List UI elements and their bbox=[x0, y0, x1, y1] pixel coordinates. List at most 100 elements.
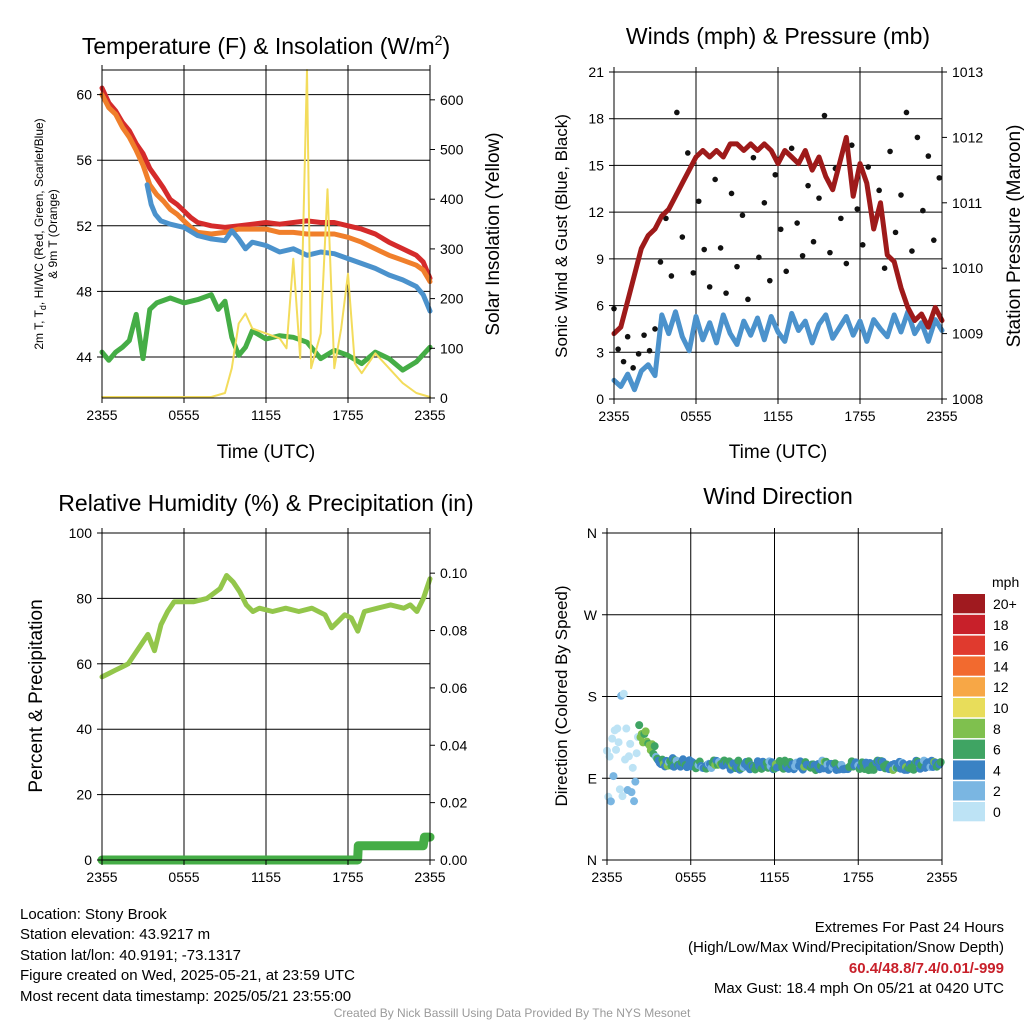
temperature-title: Temperature (F) & Insolation (W/m2) bbox=[82, 32, 450, 59]
direction-point bbox=[606, 797, 615, 806]
gust-point bbox=[777, 226, 784, 233]
direction-point bbox=[734, 756, 743, 765]
y-tick-label: 60 bbox=[76, 87, 92, 103]
x-tick-label: 1155 bbox=[763, 408, 793, 424]
gust-point bbox=[624, 333, 631, 340]
y-tick-label: 80 bbox=[76, 590, 92, 606]
credit-line: Created By Nick Bassill Using Data Provi… bbox=[333, 1006, 691, 1020]
y-tick-label: 44 bbox=[76, 349, 92, 365]
y-tick-label: 3 bbox=[596, 344, 604, 360]
direction-point bbox=[626, 739, 635, 748]
station-latlon: Station lat/lon: 40.9191; -73.1317 bbox=[20, 946, 242, 964]
temperature-ylabel-left-line1: 2m T, Td, HI/WC (Red, Green, Scarlet/Blu… bbox=[32, 118, 48, 349]
direction-ylabel-left: Direction (Colored By Speed) bbox=[552, 585, 571, 806]
humidity-title: Relative Humidity (%) & Precipitation (i… bbox=[58, 490, 473, 516]
direction-point bbox=[650, 742, 659, 751]
direction-point bbox=[618, 792, 627, 801]
humidity-ylabel-left: Percent & Precipitation bbox=[26, 599, 47, 792]
y-tick-label: 40 bbox=[76, 721, 92, 737]
direction-point bbox=[641, 727, 650, 736]
gust-point bbox=[750, 154, 757, 161]
legend-label: 18 bbox=[993, 617, 1009, 633]
gust-point bbox=[657, 259, 664, 265]
x-tick-label: 2355 bbox=[86, 869, 117, 885]
gust-point bbox=[887, 148, 893, 155]
y-tick-label: W bbox=[584, 607, 598, 623]
y-tick-label: 100 bbox=[69, 525, 93, 541]
legend-title: mph bbox=[992, 574, 1019, 590]
y2-tick-label: 1011 bbox=[952, 195, 982, 211]
y2-tick-label: 1012 bbox=[952, 129, 983, 145]
gust-point bbox=[914, 134, 921, 141]
y2-tick-label: 0.06 bbox=[440, 680, 467, 696]
gust-point bbox=[679, 234, 686, 240]
gust-point bbox=[728, 190, 735, 197]
gust-point bbox=[706, 284, 713, 290]
gust-point bbox=[920, 207, 926, 214]
legend-swatch bbox=[953, 614, 985, 635]
y-tick-label: 18 bbox=[588, 111, 604, 127]
x-tick-label: 2355 bbox=[414, 869, 445, 885]
winds-ylabel-right: Station Pressure (Maroon) bbox=[1004, 125, 1024, 348]
gust-point bbox=[734, 263, 740, 270]
y2-tick-label: 600 bbox=[440, 92, 464, 108]
gust-point bbox=[685, 150, 691, 156]
gust-point bbox=[712, 176, 718, 183]
winds-ylabel-left: Sonic Wind & Gust (Blue, Black) bbox=[552, 114, 571, 358]
direction-point bbox=[605, 752, 614, 761]
direction-point bbox=[619, 689, 628, 698]
y2-tick-label: 1013 bbox=[952, 64, 983, 80]
gust-point bbox=[663, 215, 669, 222]
y2-tick-label: 1008 bbox=[952, 391, 983, 407]
y2-tick-label: 0.10 bbox=[440, 565, 467, 581]
station-location: Location: Stony Brook bbox=[20, 906, 167, 923]
extremes-heading: Extremes For Past 24 Hours bbox=[814, 919, 1004, 936]
y-tick-label: 48 bbox=[76, 283, 92, 299]
y-tick-label: 52 bbox=[76, 218, 92, 234]
gust-point bbox=[843, 260, 850, 267]
direction-point bbox=[635, 721, 644, 730]
y-tick-label: 0 bbox=[596, 391, 604, 407]
gust-point bbox=[816, 195, 822, 201]
direction-point bbox=[628, 763, 637, 772]
gust-point bbox=[898, 192, 904, 198]
y-tick-label: N bbox=[587, 852, 597, 868]
x-tick-label: 2355 bbox=[86, 407, 117, 423]
direction-point bbox=[632, 749, 641, 758]
direction-point bbox=[622, 724, 631, 733]
series-line-2 bbox=[611, 134, 945, 337]
gust-point bbox=[936, 175, 943, 181]
gust-point bbox=[717, 245, 724, 251]
y-tick-label: S bbox=[588, 689, 597, 705]
winds-title: Winds (mph) & Pressure (mb) bbox=[626, 23, 930, 49]
x-tick-label: 1755 bbox=[332, 869, 363, 885]
station-info: Location: Stony Brook Station elevation:… bbox=[20, 905, 355, 1007]
legend-label: 16 bbox=[993, 638, 1009, 654]
x-tick-label: 2355 bbox=[591, 869, 622, 885]
y-tick-label: 0 bbox=[84, 852, 92, 868]
gust-point bbox=[859, 242, 866, 248]
y2-tick-label: 100 bbox=[440, 340, 464, 356]
gust-point bbox=[903, 109, 910, 116]
gust-point bbox=[799, 252, 806, 259]
direction-point bbox=[608, 734, 617, 743]
gust-point bbox=[925, 153, 932, 159]
gust-point bbox=[745, 296, 751, 303]
legend-swatch bbox=[953, 781, 985, 801]
temperature-panel: Temperature (F) & Insolation (W/m2) 2355… bbox=[32, 32, 504, 463]
legend-swatch bbox=[953, 635, 985, 655]
x-tick-label: 2355 bbox=[926, 869, 957, 885]
legend-label: 10 bbox=[993, 700, 1009, 716]
extremes-values: 60.4/48.8/7.4/0.01/-999 bbox=[848, 959, 1004, 977]
extremes-info: Extremes For Past 24 Hours (High/Low/Max… bbox=[688, 918, 1004, 1000]
y2-tick-label: 300 bbox=[440, 241, 464, 257]
gust-point bbox=[674, 109, 680, 116]
y2-tick-label: 0.00 bbox=[440, 852, 467, 868]
gust-point bbox=[701, 246, 707, 253]
direction-panel: Wind Direction 2355 0555 1155 1755 2355NESWN… bbox=[552, 483, 1019, 885]
temperature-xlabel: Time (UTC) bbox=[217, 442, 316, 463]
legend-swatch bbox=[953, 802, 985, 822]
gust-point bbox=[876, 187, 882, 194]
y2-tick-label: 1010 bbox=[952, 260, 983, 276]
direction-point bbox=[627, 788, 636, 797]
